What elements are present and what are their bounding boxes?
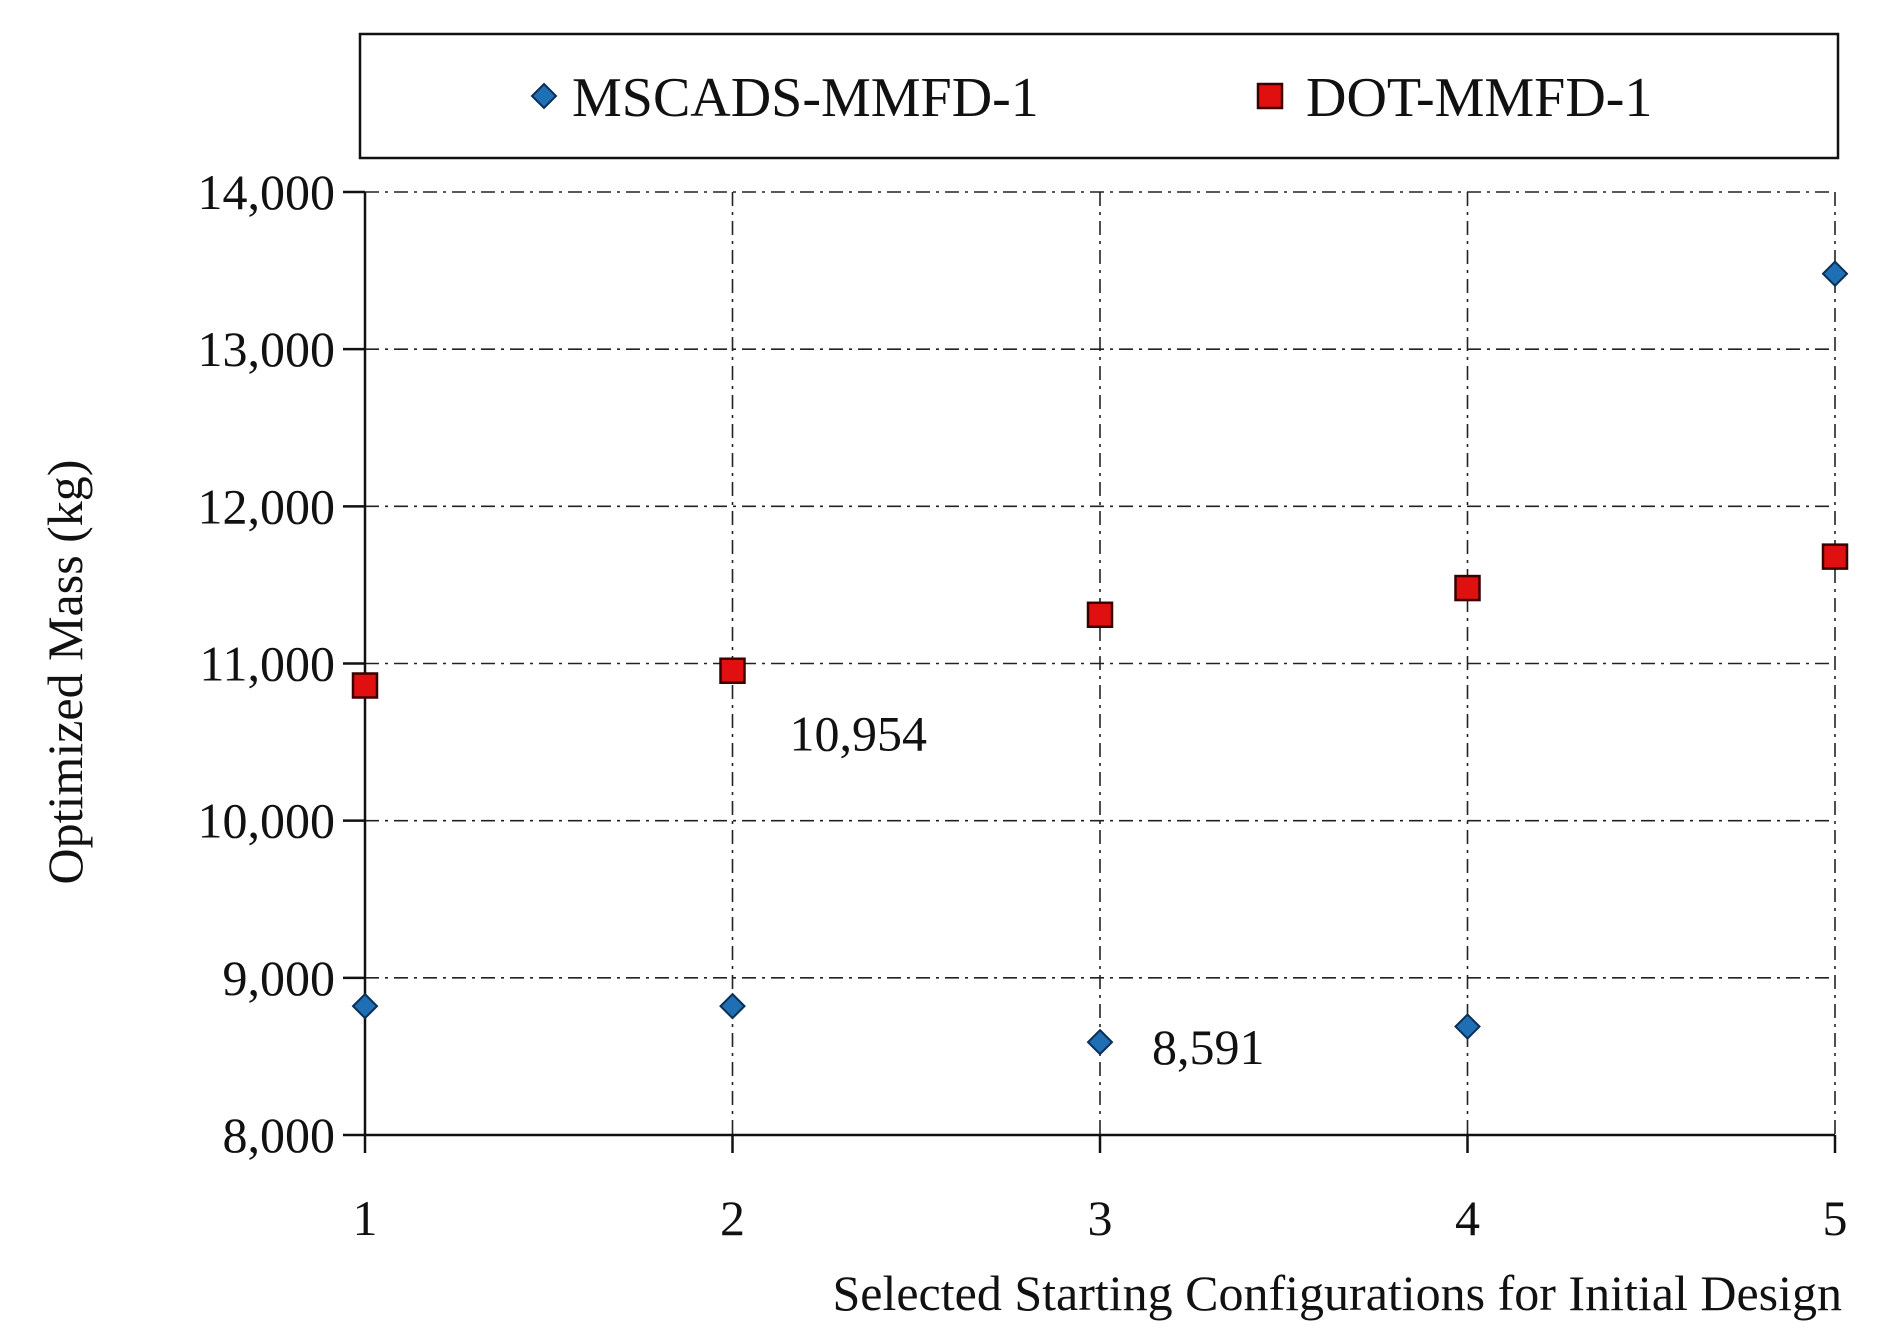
legend-box [358,32,1840,160]
y-tick-label: 14,000 [198,164,336,220]
x-tick-label: 1 [353,1190,378,1246]
legend-marker-dot-mmfd-1 [1256,82,1284,110]
x-tick-label: 3 [1088,1190,1113,1246]
legend-marker-mscads-mmfd-1 [530,82,558,110]
data-point-mscads-mmfd-1 [351,992,379,1020]
y-tick-label: 9,000 [223,950,336,1006]
y-tick-label: 12,000 [198,478,336,534]
data-label: 8,591 [1152,1019,1265,1075]
legend-items: MSCADS-MMFD-1 DOT-MMFD-1 [530,67,1652,129]
data-point-dot-mmfd-1 [1454,574,1481,602]
data-point-mscads-mmfd-1 [719,992,746,1020]
data-point-mscads-mmfd-1 [1454,1013,1481,1040]
data-point-dot-mmfd-1 [351,672,379,699]
data-label: 10,954 [790,706,928,762]
y-tick-label: 11,000 [199,636,335,692]
marker-layer [351,260,1849,1056]
data-point-dot-mmfd-1 [1086,601,1114,629]
x-tick-label: 5 [1823,1190,1848,1246]
legend-label-mscads-mmfd-1: MSCADS-MMFD-1 [572,67,1039,129]
data-point-mscads-mmfd-1 [1086,1028,1114,1056]
y-tick-label: 13,000 [198,321,336,377]
y-tick-label: 10,000 [198,793,336,849]
y-axis-title: Optimized Mass (kg) [37,460,93,885]
data-point-dot-mmfd-1 [719,657,746,684]
axis-layer [343,190,1837,1153]
x-axis-title: Selected Starting Configurations for Ini… [832,1265,1842,1321]
legend-label-dot-mmfd-1: DOT-MMFD-1 [1306,67,1652,129]
y-tick-label: 8,000 [223,1107,336,1163]
tick-label-layer: 8,000 9,000 10,000 11,000 12,000 13,000 14,000… [198,164,1848,1246]
x-tick-label: 4 [1455,1190,1480,1246]
annotation-layer: 10,954 8,591 [790,706,1265,1075]
data-point-dot-mmfd-1 [1821,543,1849,570]
legend: MSCADS-MMFD-1 DOT-MMFD-1 [358,32,1840,160]
grid-layer [365,191,1836,1135]
x-tick-label: 2 [720,1190,745,1246]
data-point-mscads-mmfd-1 [1821,260,1849,288]
